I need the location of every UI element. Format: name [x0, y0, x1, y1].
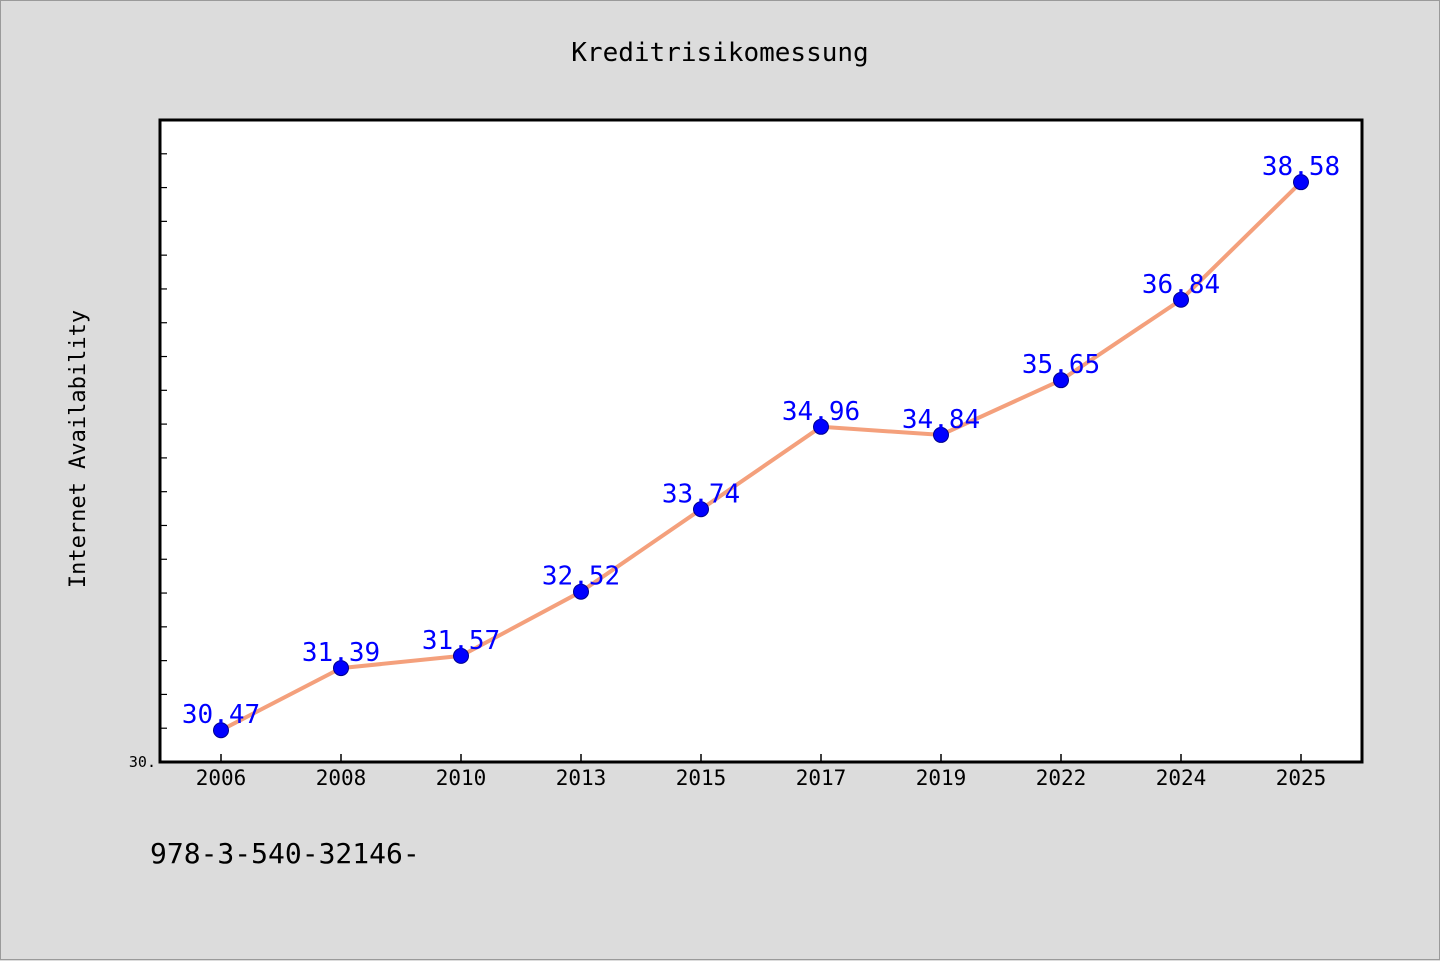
data-point	[573, 583, 589, 600]
footnote: 978-3-540-32146-	[150, 837, 420, 870]
data-point	[333, 660, 349, 677]
data-point	[693, 501, 709, 518]
data-label: 32.52	[542, 562, 620, 592]
data-label: 31.39	[302, 638, 380, 668]
data-point	[1293, 174, 1309, 191]
data-label: 31.57	[422, 626, 500, 656]
data-point	[1173, 291, 1189, 308]
series-line	[219, 180, 1303, 733]
x-tick-label: 2019	[916, 766, 967, 790]
data-point	[213, 722, 229, 739]
x-tick-label: 2010	[436, 766, 487, 790]
y-axis-ticks	[160, 153, 167, 729]
x-tick-label: 2022	[1036, 766, 1087, 790]
data-label: 33.74	[662, 479, 740, 509]
data-label: 36.84	[1142, 270, 1220, 300]
x-axis-ticks: 2006 2008 2010 2013 2015 2017 2019 2022 2024 2025	[196, 754, 1327, 790]
data-label: 34.84	[902, 405, 980, 435]
x-tick-label: 2006	[196, 766, 247, 790]
series-layer: 30.47 31.39 31.57 32.52 33.74 34.96 34.84 35.65…	[182, 152, 1340, 739]
x-tick-label: 2017	[796, 766, 847, 790]
data-point	[453, 647, 469, 664]
data-label: 38.58	[1262, 152, 1340, 182]
x-tick-label: 2013	[556, 766, 607, 790]
data-label: 35.65	[1022, 350, 1100, 380]
data-label: 30.47	[182, 700, 260, 730]
plot-area	[158, 118, 1364, 764]
x-tick-label: 2024	[1156, 766, 1207, 790]
data-label: 34.96	[782, 397, 860, 427]
data-point	[1053, 372, 1069, 389]
y-tick-label-min: 30.	[129, 753, 156, 771]
data-point	[933, 426, 949, 443]
x-tick-label: 2015	[676, 766, 727, 790]
chart-title: Kreditrisikomessung	[571, 38, 868, 68]
x-tick-label: 2008	[316, 766, 367, 790]
y-axis-label: Internet Availability	[66, 310, 91, 588]
x-tick-label: 2025	[1276, 766, 1327, 790]
data-point	[813, 418, 829, 435]
